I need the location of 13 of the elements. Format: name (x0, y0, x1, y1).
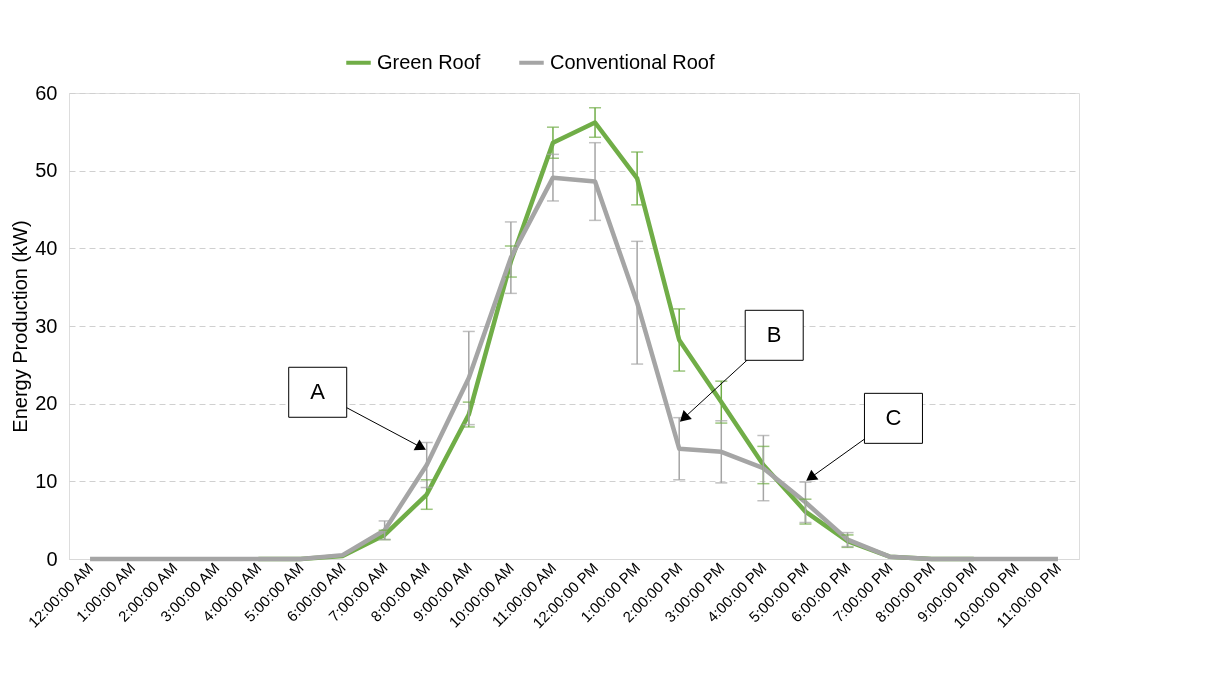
y-tick-label: 10 (35, 469, 58, 492)
y-tick-label: 50 (35, 159, 58, 182)
y-tick-label: 60 (35, 81, 58, 104)
legend-label: Conventional Roof (550, 50, 715, 73)
y-tick-label: 0 (46, 547, 58, 570)
y-tick-label: 20 (35, 392, 58, 415)
y-tick-label: 30 (35, 314, 58, 337)
annotation: C (885, 405, 902, 431)
legend-label: Green Roof (377, 50, 481, 73)
annotation: B (766, 322, 782, 348)
y-tick-label: 40 (35, 236, 58, 259)
y-axis-title: Energy Production (kW) (9, 220, 32, 433)
annotation: A (310, 379, 326, 405)
